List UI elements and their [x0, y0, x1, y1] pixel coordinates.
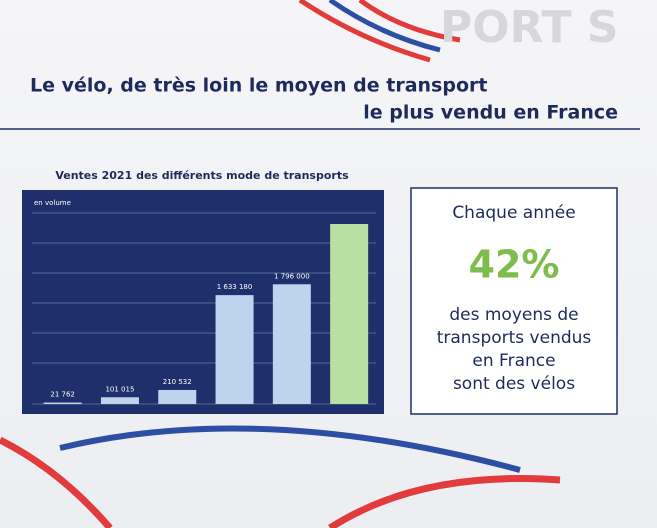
callout-highlight: 42% — [469, 243, 560, 287]
watermark: PORT S — [440, 2, 619, 53]
chart-subtitle: en volume — [34, 199, 71, 207]
bar — [43, 402, 82, 404]
value-label: 210 532 — [163, 378, 192, 386]
title-line: Le vélo, de très loin le moyen de transp… — [30, 75, 487, 97]
bar — [330, 224, 369, 404]
value-label: 101 015 — [105, 385, 134, 393]
bar — [100, 397, 139, 404]
title-line: le plus vendu en France — [363, 102, 618, 124]
value-label: 1 633 180 — [217, 283, 253, 291]
callout-text: des moyens de — [449, 305, 578, 325]
callout-text: transports vendus — [437, 328, 592, 348]
value-label: 1 796 000 — [274, 272, 310, 280]
chart-title: Ventes 2021 des différents mode de trans… — [55, 169, 349, 182]
grid — [32, 212, 376, 405]
callout-text: sont des vélos — [453, 374, 575, 394]
decor-stripes — [0, 0, 561, 528]
callout-text: en France — [472, 351, 555, 371]
chart-panel — [22, 190, 384, 414]
bar — [215, 295, 254, 404]
callout-box — [410, 187, 618, 415]
bar — [158, 389, 197, 404]
value-label: 21 762 — [50, 391, 75, 399]
bar — [272, 284, 311, 404]
callout-text: Chaque année — [452, 203, 575, 223]
